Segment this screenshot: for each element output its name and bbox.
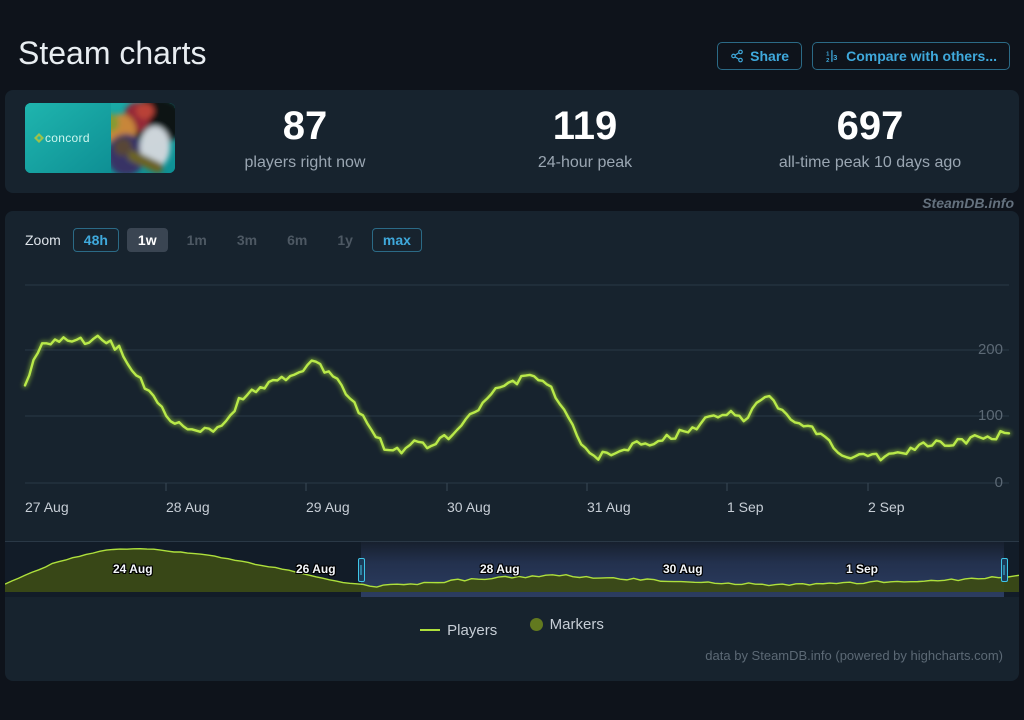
svg-text:1: 1	[826, 51, 830, 57]
svg-text:concord: concord	[45, 131, 90, 145]
svg-text:2: 2	[826, 58, 830, 63]
svg-text:3: 3	[833, 53, 837, 62]
